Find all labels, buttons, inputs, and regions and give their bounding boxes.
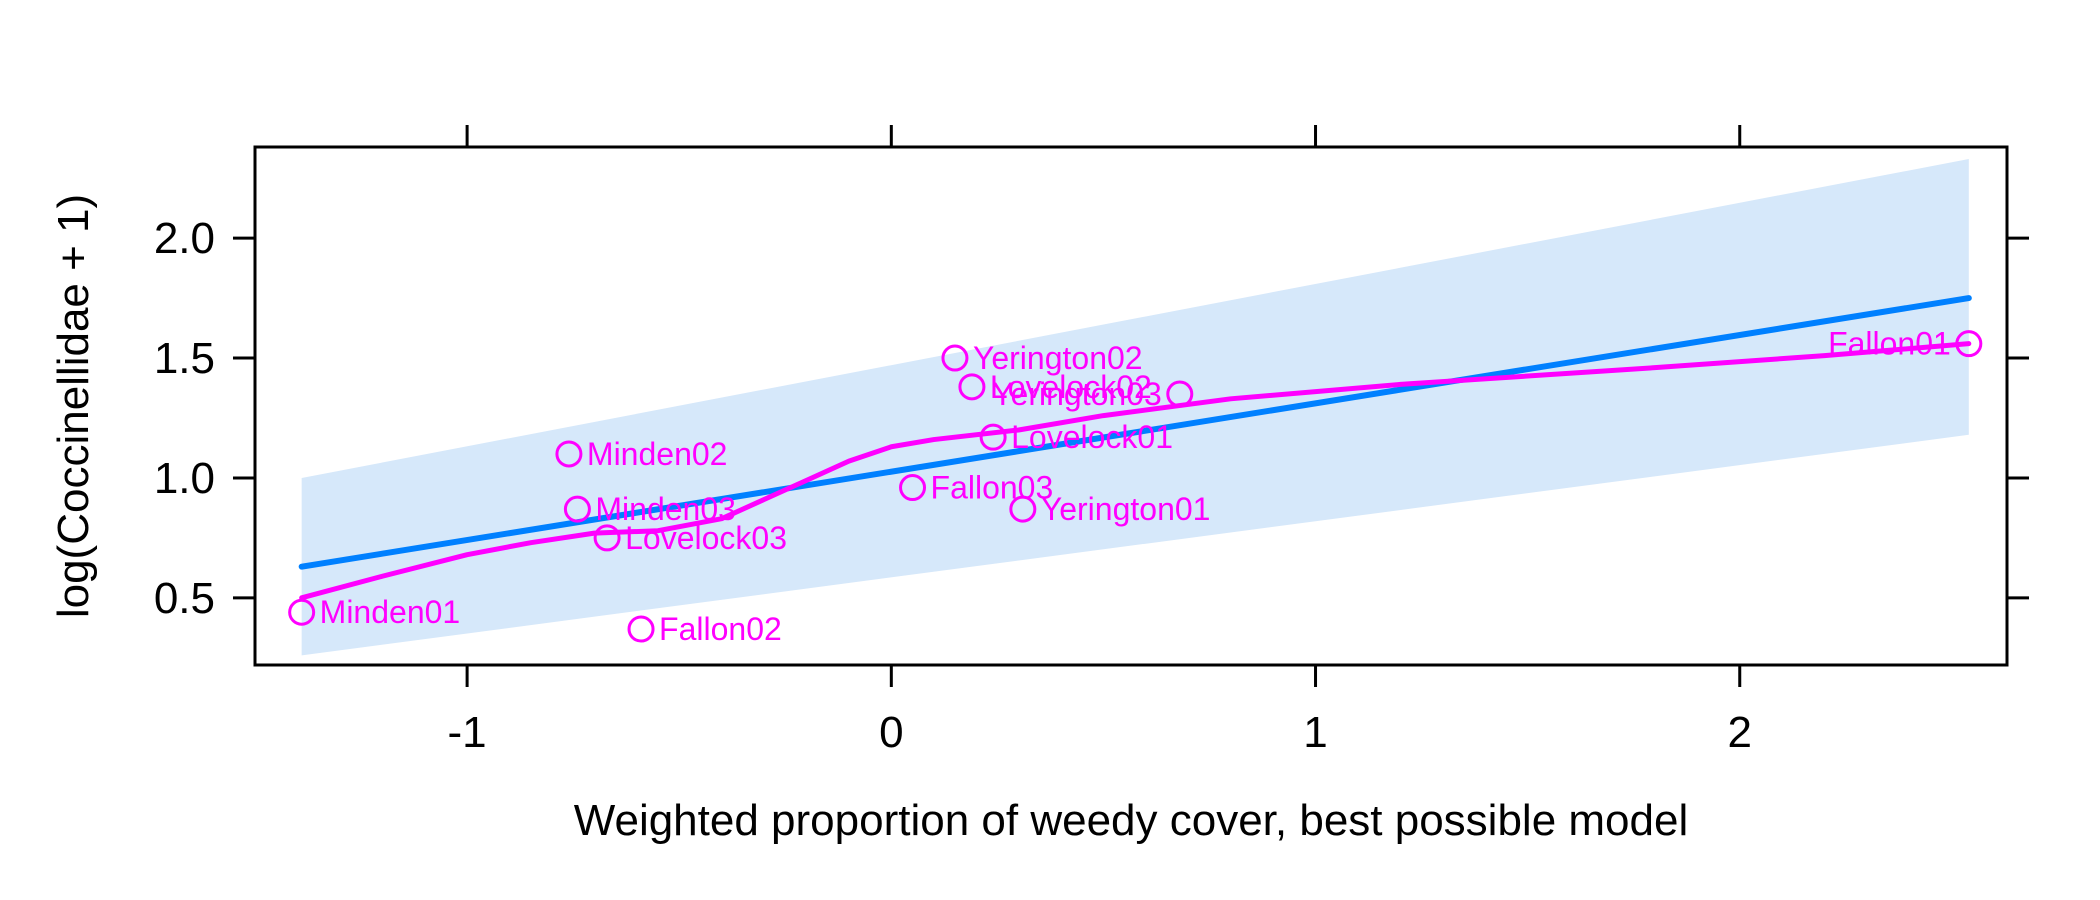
- ticks-layer: -1 0 1 2 0.5 1.0 1.5 2.0: [154, 125, 2029, 757]
- x-axis-title: Weighted proportion of weedy cover, best…: [574, 796, 1689, 845]
- smooth-line: [299, 341, 1972, 601]
- y-tick-label: 1.0: [154, 454, 215, 503]
- point-label: Fallon02: [659, 611, 782, 647]
- data-point: [1166, 380, 1194, 408]
- point-label: Yerington01: [1041, 491, 1211, 527]
- x-tick-label: -1: [448, 708, 487, 757]
- data-point: [288, 598, 316, 626]
- y-tick-label: 2.0: [154, 214, 215, 263]
- data-point: [563, 495, 591, 523]
- confidence-band-layer: [301, 158, 1969, 656]
- point-label: Yerington02: [973, 340, 1143, 376]
- point-label: Minden03: [595, 491, 736, 527]
- point-label: Lovelock02: [990, 369, 1152, 405]
- point-label: Yerington03: [992, 376, 1162, 412]
- x-tick-label: 1: [1303, 708, 1327, 757]
- data-point: [1009, 495, 1037, 523]
- plot-frame: [253, 145, 2009, 667]
- y-tick-label: 0.5: [154, 574, 215, 623]
- point-label: Lovelock01: [1011, 419, 1173, 455]
- data-point: [979, 423, 1007, 451]
- data-point: [899, 474, 927, 502]
- data-point: [593, 524, 621, 552]
- data-point: [555, 440, 583, 468]
- x-tick-label: 0: [879, 708, 903, 757]
- smooth-line-layer: [299, 341, 1972, 601]
- y-tick-label: 1.5: [154, 334, 215, 383]
- point-label: Minden01: [320, 594, 461, 630]
- point-label: Fallon01: [1828, 326, 1951, 362]
- data-point: [941, 344, 969, 372]
- confidence-band: [301, 158, 1969, 656]
- point-label: Fallon03: [931, 470, 1054, 506]
- data-point: [1955, 330, 1983, 358]
- y-axis-title: log(Coccinellidae + 1): [49, 194, 98, 618]
- point-label: Lovelock03: [625, 520, 787, 556]
- data-point: [627, 615, 655, 643]
- x-tick-label: 2: [1728, 708, 1752, 757]
- data-point: [958, 373, 986, 401]
- point-label: Minden02: [587, 436, 728, 472]
